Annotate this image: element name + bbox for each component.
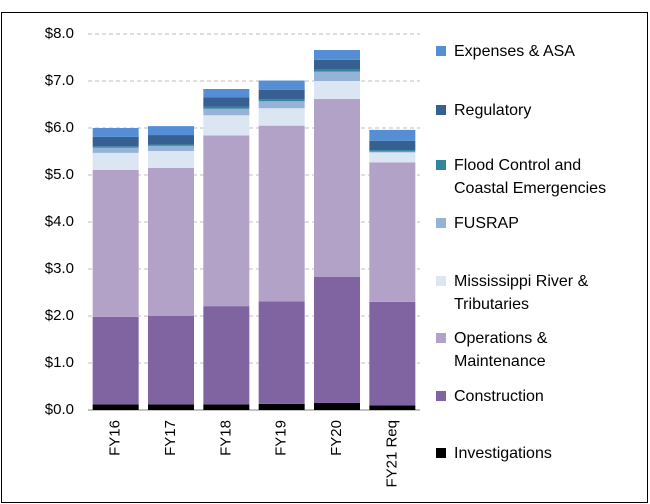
y-tick-label: $1.0 [45, 354, 74, 371]
bar-segment [314, 49, 360, 60]
legend-swatch [436, 46, 446, 56]
legend-label: FUSRAP [454, 215, 519, 232]
legend-label: Regulatory [454, 102, 532, 119]
bar-segment [369, 301, 416, 406]
x-tick-label: FY19 [273, 420, 290, 456]
bar-segment [369, 140, 416, 151]
bar-segment [92, 404, 139, 410]
bar-segment [92, 316, 139, 405]
bar-segment [258, 101, 305, 109]
legend-item: Flood Control and Coastal Emergencies [436, 154, 632, 200]
legend-item: Investigations [436, 442, 632, 465]
y-tick-label: $8.0 [45, 25, 74, 42]
bar-segment [92, 128, 139, 137]
bar-segment [258, 403, 305, 410]
bar-segment [369, 405, 416, 410]
bar-segment [314, 276, 360, 403]
bar-segment [203, 88, 250, 98]
y-tick-label: $3.0 [45, 260, 74, 277]
x-tick-label: FY20 [328, 420, 345, 456]
bar-segment [203, 115, 250, 136]
bar-segment [92, 136, 139, 147]
bar-segment [92, 169, 139, 317]
bar-segment [258, 301, 305, 404]
x-tick-label: FY17 [162, 420, 179, 456]
legend-item: Operations & Maintenance [436, 327, 632, 373]
y-tick-label: $5.0 [45, 166, 74, 183]
legend-item: Regulatory [436, 99, 632, 122]
legend-swatch [436, 218, 446, 228]
bar-segment [314, 81, 360, 99]
legend-label: Construction [454, 388, 544, 405]
bar-segment [314, 402, 360, 410]
chart-border [1, 12, 648, 503]
bar-segment [369, 129, 416, 141]
bar-segment [148, 404, 194, 410]
legend-item: Mississippi River & Tributaries [436, 270, 632, 316]
legend-label: Investigations [454, 445, 552, 462]
bar-segment [203, 108, 250, 116]
legend-item: FUSRAP [436, 212, 632, 235]
legend-swatch [436, 391, 446, 401]
bar-segment [148, 316, 194, 405]
bar-segment [203, 106, 250, 109]
y-tick-label: $2.0 [45, 307, 74, 324]
legend-swatch [436, 160, 446, 170]
bar-segment [148, 167, 194, 316]
bar-segment [369, 162, 416, 302]
bar-segment [258, 80, 305, 90]
bar-segment [148, 135, 194, 145]
bar-segment [369, 151, 416, 153]
bar-segment [92, 152, 139, 170]
bar-segment [148, 151, 194, 168]
bar-segment [203, 135, 250, 307]
legend-label: Mississippi River & Tributaries [454, 273, 589, 313]
bar-segment [369, 152, 416, 163]
bar-segment [258, 125, 305, 302]
bar-segment [148, 126, 194, 136]
x-tick-label: FY18 [217, 420, 234, 456]
legend-item: Expenses & ASA [436, 40, 632, 63]
legend-swatch [436, 333, 446, 343]
bar-segment [148, 144, 194, 146]
bar-segment [314, 98, 360, 277]
bar-segment [148, 145, 194, 152]
legend-item: Construction [436, 385, 632, 408]
legend-label: Expenses & ASA [454, 43, 575, 60]
legend-label: Operations & Maintenance [454, 330, 548, 370]
bar-segment [314, 59, 360, 70]
bar-segment [314, 71, 360, 81]
bar-segment [314, 69, 360, 72]
legend-label: Flood Control and Coastal Emergencies [454, 157, 607, 197]
bar-segment [203, 97, 250, 107]
y-tick-label: $6.0 [45, 119, 74, 136]
legend-swatch [436, 276, 446, 286]
y-tick-label: $4.0 [45, 213, 74, 230]
y-tick-label: $7.0 [45, 72, 74, 89]
bar-segment [258, 89, 305, 100]
x-tick-label: FY21 Req [383, 420, 400, 488]
bar-segment [258, 99, 305, 102]
y-tick-label: $0.0 [45, 401, 74, 418]
legend-swatch [436, 448, 446, 458]
bar-segment [203, 404, 250, 410]
x-tick-label: FY16 [107, 420, 124, 456]
bar-segment [92, 146, 139, 148]
bar-segment [92, 147, 139, 153]
legend-swatch [436, 105, 446, 115]
bar-segment [203, 306, 250, 405]
bar-segment [369, 150, 416, 152]
bar-segment [258, 108, 305, 126]
